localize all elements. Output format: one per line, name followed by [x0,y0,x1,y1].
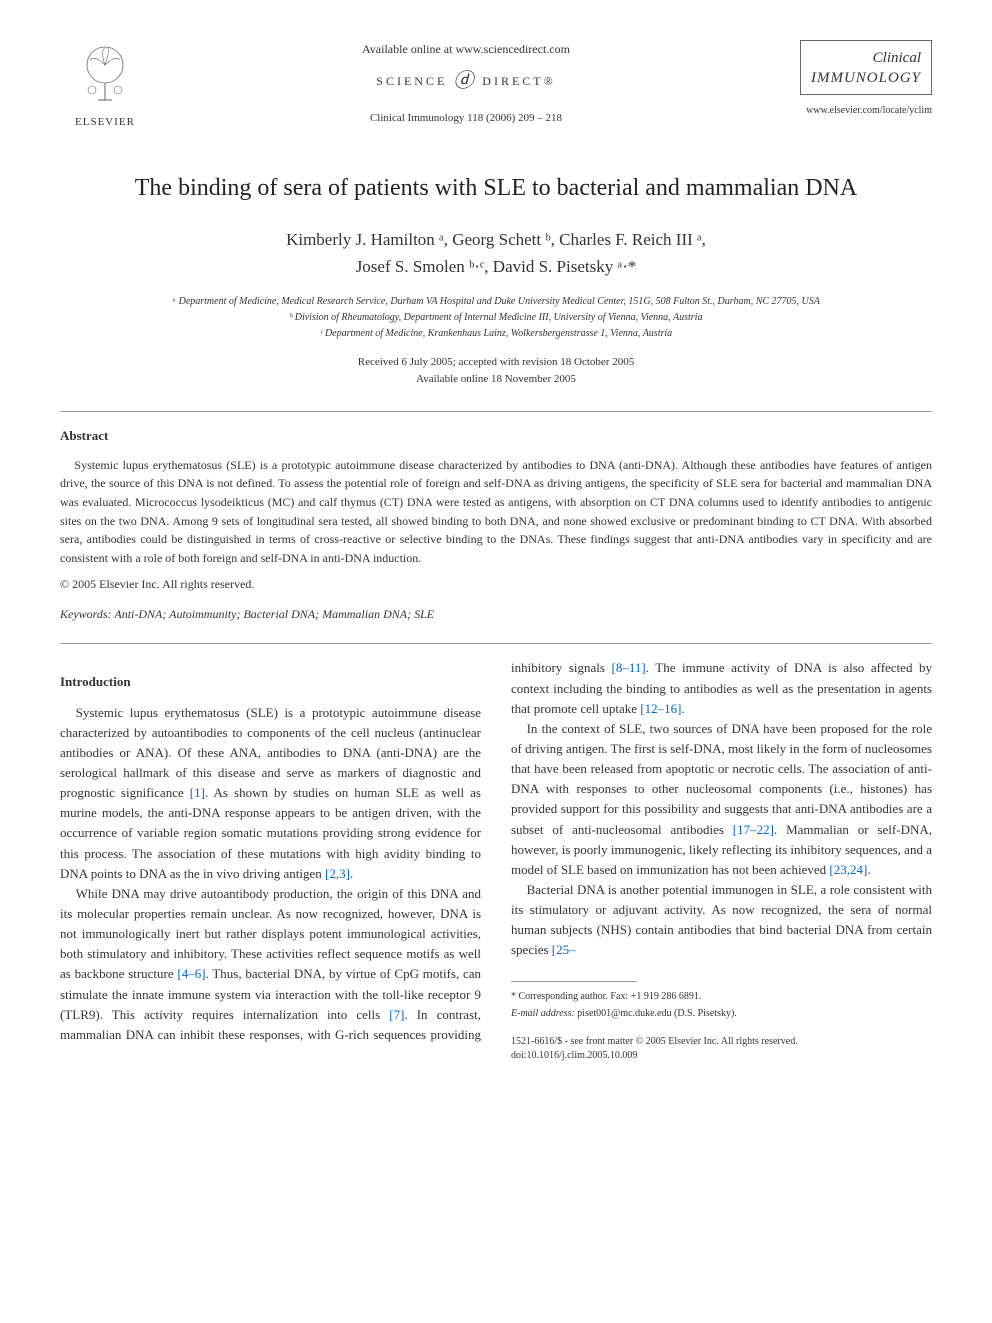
abstract-text: Systemic lupus erythematosus (SLE) is a … [60,456,932,568]
article-title: The binding of sera of patients with SLE… [60,170,932,206]
footnote-separator [511,981,637,982]
date-online: Available online 18 November 2005 [60,371,932,388]
ref-link[interactable]: [12–16] [640,701,681,716]
ref-link[interactable]: [7] [389,1007,404,1022]
affiliations-block: ᵃ Department of Medicine, Medical Resear… [60,294,932,342]
authors-line-2: Josef S. Smolen ᵇ·ᶜ, David S. Pisetsky ᵃ… [356,257,637,276]
intro-p3: In the context of SLE, two sources of DN… [511,719,932,880]
corresponding-author: * Corresponding author. Fax: +1 919 286 … [511,990,932,1004]
publisher-name: ELSEVIER [75,114,135,131]
sd-right: DIRECT® [482,72,555,90]
affiliation-c: ᶜ Department of Medicine, Krankenhaus La… [60,326,932,342]
journal-url: www.elsevier.com/locate/yclim [782,103,932,118]
keywords-label: Keywords: [60,607,112,621]
intro-p4: Bacterial DNA is another potential immun… [511,880,932,961]
journal-logo-box: Clinical IMMUNOLOGY www.elsevier.com/loc… [782,40,932,118]
divider-top [60,411,932,412]
science-direct-logo: SCIENCE ⓓ DIRECT® [170,66,762,96]
ref-link[interactable]: [2,3] [325,866,350,881]
email-footnote: E-mail address: piset001@mc.duke.edu (D.… [511,1007,932,1021]
date-received: Received 6 July 2005; accepted with revi… [60,354,932,371]
sd-left: SCIENCE [376,72,447,90]
affiliation-b: ᵇ Division of Rheumatology, Department o… [60,310,932,326]
abstract-heading: Abstract [60,426,932,446]
ref-link[interactable]: [8–11] [612,660,646,675]
ref-link[interactable]: [4–6] [177,966,205,981]
journal-name-line2: IMMUNOLOGY [811,70,921,86]
header-center: Available online at www.sciencedirect.co… [150,40,782,127]
keywords-text: Anti-DNA; Autoimmunity; Bacterial DNA; M… [114,607,434,621]
elsevier-tree-icon [70,40,140,110]
ref-link[interactable]: [1] [190,785,205,800]
page-header: ELSEVIER Available online at www.science… [60,40,932,140]
left-column-footer: * Corresponding author. Fax: +1 919 286 … [511,981,932,1063]
body-columns: Introduction Systemic lupus erythematosu… [60,658,932,1062]
ref-link[interactable]: [17–22] [733,822,774,837]
ref-link[interactable]: [25– [552,942,576,957]
keywords-block: Keywords: Anti-DNA; Autoimmunity; Bacter… [60,605,932,623]
journal-citation: Clinical Immunology 118 (2006) 209 – 218 [170,110,762,127]
authors-block: Kimberly J. Hamilton ᵃ, Georg Schett ᵇ, … [60,226,932,280]
intro-p1: Systemic lupus erythematosus (SLE) is a … [60,703,481,884]
divider-bottom [60,643,932,644]
available-online-text: Available online at www.sciencedirect.co… [170,40,762,58]
email-address: piset001@mc.duke.edu (D.S. Pisetsky). [577,1008,736,1019]
authors-line-1: Kimberly J. Hamilton ᵃ, Georg Schett ᵇ, … [286,230,706,249]
abstract-copyright: © 2005 Elsevier Inc. All rights reserved… [60,575,932,593]
email-label: E-mail address: [511,1008,575,1019]
introduction-heading: Introduction [60,672,481,692]
sd-at-icon: ⓓ [453,66,476,96]
journal-name-line1: Clinical [873,50,921,66]
journal-name: Clinical IMMUNOLOGY [800,40,932,95]
dates-block: Received 6 July 2005; accepted with revi… [60,354,932,387]
publisher-logo: ELSEVIER [60,40,150,140]
ref-link[interactable]: [23,24] [829,862,867,877]
affiliation-a: ᵃ Department of Medicine, Medical Resear… [60,294,932,310]
doi-line: doi:10.1016/j.clim.2005.10.009 [511,1049,932,1063]
issn-line: 1521-6616/$ - see front matter © 2005 El… [511,1035,932,1049]
